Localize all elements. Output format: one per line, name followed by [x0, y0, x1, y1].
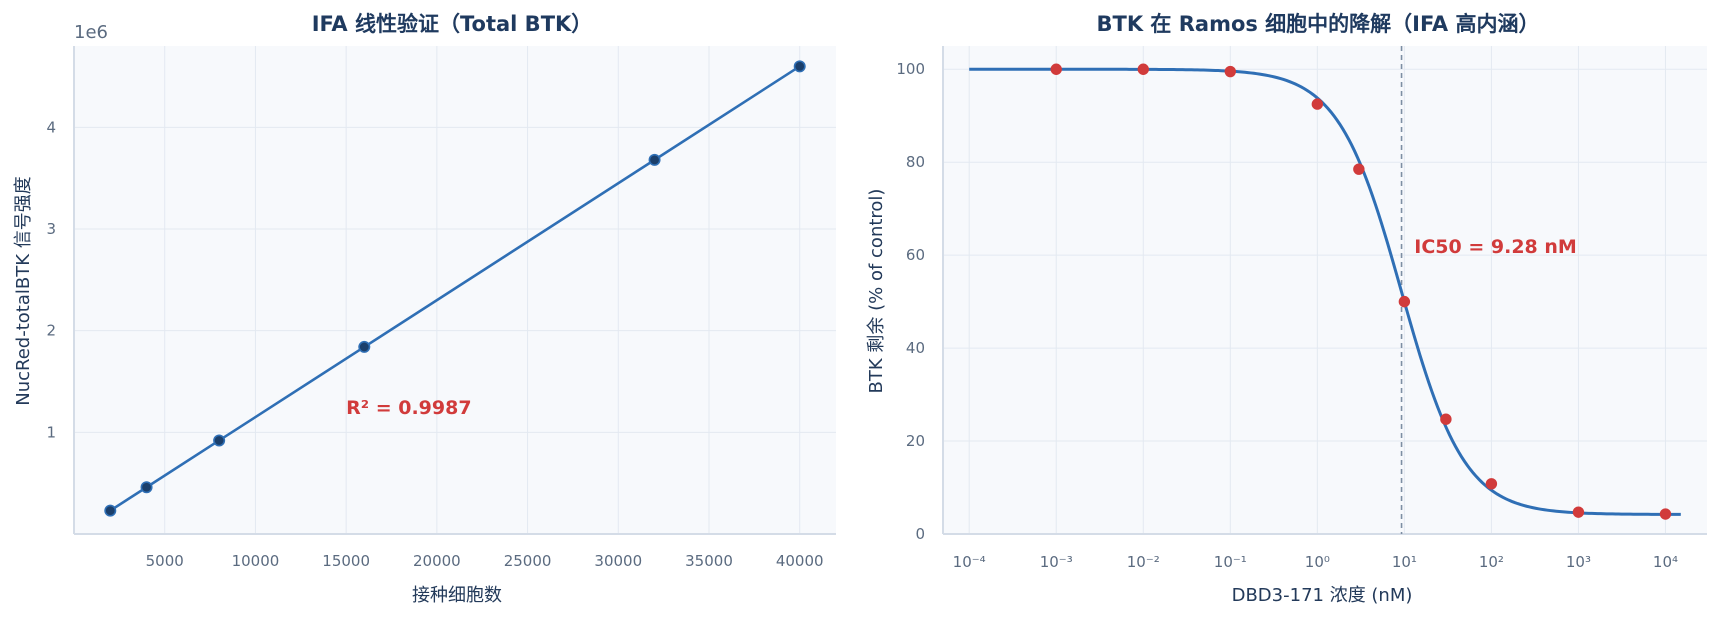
y-tick-label: 3	[46, 220, 56, 238]
x-tick-label: 20000	[413, 552, 461, 570]
data-point	[648, 153, 661, 166]
x-tick-label: 10²	[1479, 553, 1504, 571]
chart-title: IFA 线性验证（Total BTK）	[312, 12, 593, 36]
y-tick-label: 60	[906, 246, 925, 264]
y-tick-label: 0	[915, 525, 925, 543]
x-tick-label: 10⁻³	[1040, 553, 1073, 571]
x-tick-label: 5000	[146, 552, 184, 570]
data-point	[1485, 478, 1498, 490]
series-line	[109, 65, 801, 512]
r-squared-annotation: R² = 0.9987	[346, 397, 471, 419]
x-tick-label: 10⁻⁴	[953, 553, 986, 571]
data-point	[1440, 413, 1452, 425]
data-point	[1398, 295, 1411, 308]
data-point	[1137, 63, 1149, 75]
x-tick-label: 35000	[685, 552, 733, 570]
x-tick-label: 10⁰	[1305, 553, 1330, 571]
plot-area	[943, 46, 1707, 534]
data-point	[793, 60, 806, 73]
x-tick-labels: 5000 10000 15000 20000 25000 30000 35000 40000	[146, 552, 824, 570]
data-point	[213, 434, 226, 447]
x-tick-label: 10⁴	[1653, 553, 1678, 571]
y-tick-label: 4	[46, 118, 56, 136]
ic50-annotation: IC50 = 9.28 nM	[1414, 236, 1577, 258]
data-point	[140, 481, 153, 494]
x-axis-label: DBD3-171 浓度 (nM)	[1232, 585, 1413, 606]
x-axis-label: 接种细胞数	[412, 585, 502, 606]
y-tick-label: 1	[46, 423, 56, 441]
data-point	[104, 504, 117, 517]
fit-curve	[969, 67, 1681, 516]
y-tick-labels: 0 20 40 60 80 100	[896, 60, 925, 543]
y-offset-label: 1e6	[74, 22, 108, 43]
series	[969, 46, 1681, 534]
x-tick-label: 10⁻¹	[1214, 553, 1247, 571]
x-tick-label: 10³	[1566, 553, 1591, 571]
y-axis-label: NucRed-totalBTK 信号强度	[13, 176, 34, 406]
data-point	[1050, 63, 1062, 75]
axis-spines	[942, 46, 1707, 535]
data-point	[1659, 508, 1672, 520]
y-tick-label: 2	[46, 322, 56, 340]
y-tick-label: 20	[906, 432, 925, 450]
x-tick-label: 15000	[322, 552, 370, 570]
chart-title: BTK 在 Ramos 细胞中的降解（IFA 高内涵）	[1097, 12, 1540, 36]
x-tick-label: 10000	[232, 552, 280, 570]
data-point	[1572, 506, 1585, 518]
y-axis-label: BTK 剩余 (% of control)	[866, 189, 887, 394]
linearity-chart: 5000 10000 15000 20000 25000 30000 35000 40000 …	[13, 12, 836, 606]
x-tick-label: 10¹	[1392, 553, 1417, 571]
data-point	[1353, 163, 1365, 175]
x-tick-label: 40000	[776, 552, 824, 570]
x-tick-label: 10⁻²	[1127, 553, 1160, 571]
data-point	[1224, 65, 1237, 78]
degradation-chart: 10⁻⁴ 10⁻³ 10⁻² 10⁻¹ 10⁰ 10¹ 10² 10³ 10⁴ 0 20 40 60 8…	[866, 12, 1707, 606]
data-point	[1311, 98, 1324, 110]
y-tick-labels: 1 2 3 4	[46, 118, 56, 441]
y-tick-label: 100	[896, 60, 925, 78]
series	[104, 60, 806, 517]
x-tick-label: 25000	[504, 552, 552, 570]
data-point	[358, 340, 371, 353]
gridlines	[74, 46, 836, 534]
y-tick-label: 40	[906, 339, 925, 357]
x-tick-label: 30000	[594, 552, 642, 570]
y-tick-label: 80	[906, 153, 925, 171]
x-tick-labels: 10⁻⁴ 10⁻³ 10⁻² 10⁻¹ 10⁰ 10¹ 10² 10³ 10⁴	[953, 553, 1678, 571]
axis-spines	[73, 46, 836, 535]
